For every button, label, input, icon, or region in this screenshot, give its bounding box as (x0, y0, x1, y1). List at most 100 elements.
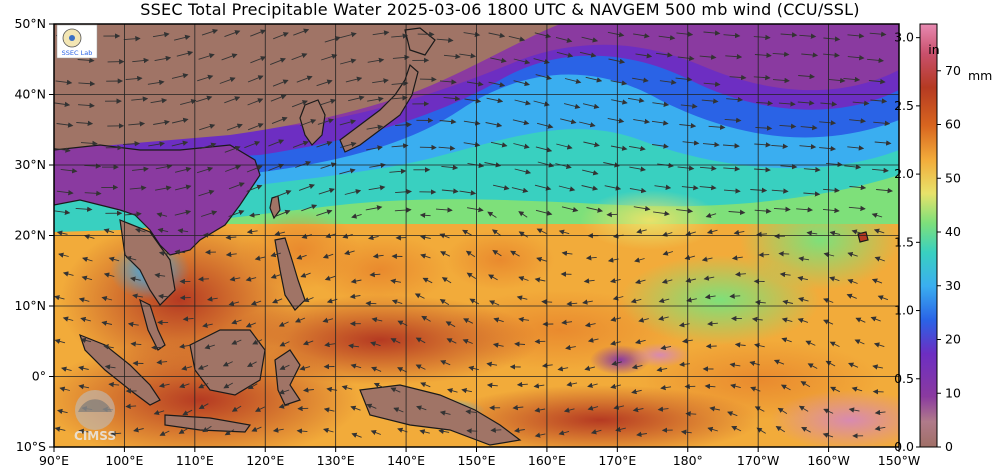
wind-arrow (487, 211, 497, 218)
wind-arrow (486, 382, 498, 389)
wind-arrow (682, 140, 700, 146)
colorbar-in-label: 2.5 (894, 98, 914, 113)
wind-arrow (390, 338, 401, 344)
wind-arrow (778, 251, 790, 257)
wind-arrow (558, 185, 576, 192)
wind-arrow (508, 35, 526, 42)
wind-arrow (798, 73, 815, 80)
wind-arrow (198, 53, 215, 60)
wind-arrow (439, 410, 451, 416)
wind-arrow (541, 362, 553, 369)
wind-arrow (726, 96, 744, 103)
wind-arrow (799, 33, 817, 39)
wind-arrow (462, 338, 473, 344)
wind-arrow (394, 207, 412, 213)
wind-arrow (844, 164, 862, 170)
wind-arrow (250, 56, 267, 64)
wind-arrow (874, 140, 892, 146)
wind-arrow (179, 343, 190, 349)
wind-arrow (587, 405, 599, 411)
wind-arrow (704, 383, 716, 390)
wind-arrow (439, 79, 457, 85)
wind-arrow (635, 339, 646, 345)
wind-arrow (825, 360, 836, 367)
wind-arrow (556, 51, 574, 58)
wind-arrow (199, 123, 216, 131)
wind-arrow (822, 207, 840, 214)
wind-arrow (60, 168, 78, 174)
wind-arrow (854, 339, 865, 345)
wind-arrow (80, 337, 92, 344)
wind-arrow (158, 382, 170, 388)
wind-arrow (780, 32, 798, 38)
wind-arrow (322, 253, 334, 259)
wind-arrow (272, 79, 289, 87)
wind-arrow (796, 207, 813, 213)
wind-arrow (823, 52, 840, 58)
wind-arrow (581, 36, 599, 43)
wind-arrow (555, 36, 573, 43)
wind-arrow (491, 229, 502, 236)
wind-arrow (390, 278, 401, 284)
wind-arrow (174, 184, 192, 191)
wind-arrow (536, 228, 547, 234)
wind-arrow (488, 81, 506, 88)
lon-tick-label: 160°W (807, 453, 849, 468)
wind-arrow (513, 143, 530, 149)
wind-arrow (734, 342, 746, 348)
wind-arrow (558, 430, 570, 436)
wind-arrow (296, 75, 313, 83)
wind-arrow (348, 343, 360, 349)
wind-arrow (155, 163, 173, 170)
wind-arrow (225, 234, 237, 241)
wind-arrow (461, 387, 472, 394)
wind-arrow (367, 96, 384, 102)
wind-arrow (182, 409, 193, 416)
wind-arrow (226, 123, 243, 131)
wind-arrow (224, 96, 241, 104)
wind-arrow (154, 272, 166, 279)
wind-arrow (829, 276, 840, 282)
wind-arrow (684, 254, 696, 261)
colorbar-mm-label: 50 (945, 170, 961, 185)
wind-arrow (638, 317, 649, 323)
wind-arrow (566, 381, 578, 387)
wind-arrow (756, 231, 768, 237)
wind-arrow (781, 317, 793, 323)
wind-arrow (514, 168, 532, 175)
wind-arrow (613, 404, 625, 410)
wind-arrow (55, 79, 73, 86)
wind-arrow (196, 95, 213, 103)
wind-arrow (466, 81, 484, 87)
wind-arrow (422, 277, 433, 284)
wind-arrow (419, 212, 431, 219)
wind-arrow (198, 403, 209, 410)
wind-arrow (296, 428, 308, 434)
wind-arrow (511, 187, 529, 193)
wind-arrow (465, 409, 477, 415)
wind-arrow (871, 278, 883, 284)
wind-arrow (300, 272, 311, 278)
wind-arrow (779, 123, 797, 129)
wind-arrow (435, 207, 453, 213)
wind-arrow (534, 184, 552, 191)
wind-arrow (635, 278, 646, 285)
wind-arrow (371, 317, 383, 323)
lat-tick-label: 10°S (16, 439, 46, 454)
wind-arrow (632, 77, 649, 83)
wind-arrow (391, 33, 409, 39)
wind-arrow (799, 144, 817, 150)
colorbar-mm-label: 40 (945, 224, 961, 239)
colorbar-mm-label: 60 (945, 117, 961, 132)
wind-arrow (415, 364, 426, 370)
wind-arrow (368, 185, 386, 191)
wind-arrow (56, 230, 68, 236)
wind-arrow (81, 275, 93, 281)
lon-tick-label: 150°W (878, 453, 920, 468)
wind-arrow (158, 250, 170, 257)
wind-arrow (705, 212, 717, 218)
wind-arrow (560, 118, 577, 125)
wind-arrow (370, 430, 381, 436)
wind-arrow (372, 30, 390, 36)
wind-arrow (204, 344, 215, 350)
